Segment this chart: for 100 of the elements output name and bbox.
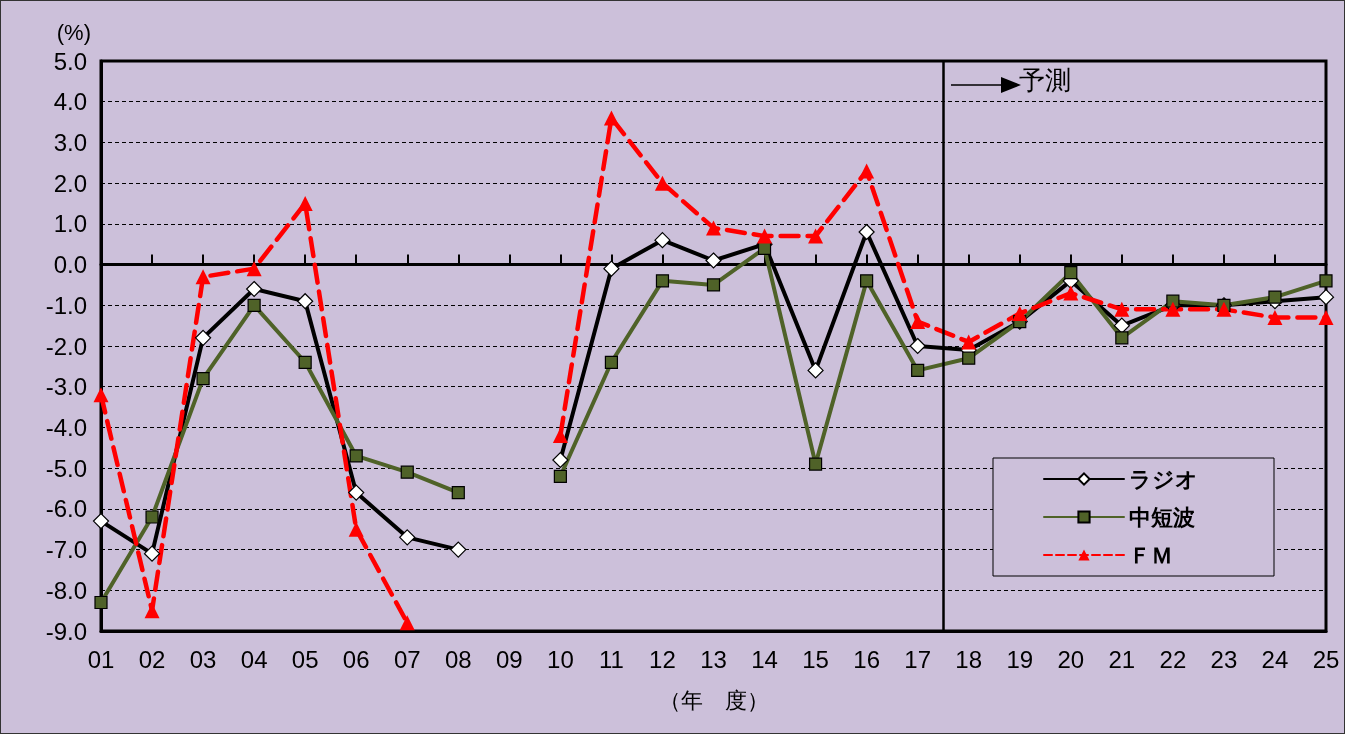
x-tick-label: 23 — [1210, 645, 1238, 673]
x-tick-label: 18 — [955, 645, 983, 673]
legend-label: 中短波 — [1129, 504, 1195, 530]
y-tick-label: 1.0 — [53, 210, 87, 238]
x-tick-label: 19 — [1006, 645, 1034, 673]
point — [654, 232, 671, 249]
point — [911, 363, 925, 378]
x-tick-label: 16 — [853, 645, 880, 673]
x-tick-label: 25 — [1312, 645, 1340, 673]
y-tick-label: 3.0 — [53, 128, 87, 156]
point — [553, 469, 567, 483]
x-tick-label: 12 — [649, 645, 676, 673]
x-tick-label: 15 — [802, 645, 829, 673]
point — [1114, 301, 1130, 317]
ref-line-label: 予測 — [1019, 65, 1072, 95]
point — [705, 252, 722, 269]
point — [297, 293, 314, 310]
legend-label: ラジオ — [1129, 466, 1198, 492]
point — [910, 314, 926, 330]
point — [246, 280, 263, 298]
point — [1165, 301, 1181, 317]
point — [143, 545, 161, 562]
point — [860, 274, 874, 288]
point — [1318, 310, 1334, 325]
point — [859, 163, 875, 179]
point — [552, 451, 569, 469]
x-tick-label: 09 — [495, 645, 523, 673]
y-tick-label: -7.0 — [45, 536, 87, 564]
point — [348, 484, 365, 501]
x-tick-label: 08 — [444, 645, 472, 673]
y-tick-label: -8.0 — [45, 576, 87, 604]
point — [757, 228, 773, 244]
point — [92, 512, 110, 530]
point — [808, 228, 824, 244]
x-tick-label: 02 — [138, 645, 166, 673]
x-tick-label: 01 — [87, 645, 115, 673]
point — [1063, 285, 1079, 301]
y-tick-label: 0.0 — [53, 251, 87, 279]
y-tick-label: 4.0 — [53, 88, 87, 116]
y-axis-title: (%) — [56, 19, 91, 45]
y-tick-label: -9.0 — [45, 617, 87, 645]
point — [1267, 310, 1283, 325]
x-tick-label: 24 — [1261, 645, 1289, 673]
x-tick-label: 07 — [393, 645, 421, 673]
point — [1268, 290, 1282, 304]
x-tick-label: 04 — [240, 645, 268, 673]
point — [450, 541, 467, 558]
point — [194, 329, 212, 346]
point — [962, 351, 976, 365]
point — [655, 274, 670, 288]
x-tick-label: 20 — [1057, 645, 1085, 673]
point — [195, 269, 211, 285]
x-tick-label: 14 — [751, 645, 778, 673]
point — [400, 465, 414, 479]
point — [603, 110, 619, 126]
y-tick-label: -6.0 — [45, 495, 87, 523]
x-tick-label: 22 — [1159, 645, 1187, 673]
point — [1166, 294, 1180, 308]
point — [1064, 266, 1078, 280]
x-tick-label: 03 — [189, 645, 217, 673]
point — [94, 595, 108, 610]
point — [807, 362, 824, 379]
y-tick-label: -2.0 — [45, 332, 87, 360]
point — [604, 355, 619, 369]
point — [858, 223, 875, 241]
x-tick-label: 11 — [598, 645, 624, 673]
point — [1113, 317, 1130, 334]
x-tick-label: 21 — [1108, 645, 1136, 673]
x-tick-label: 05 — [291, 645, 319, 673]
x-axis-title: （年 度） — [658, 687, 769, 713]
point — [808, 457, 823, 471]
point — [1115, 331, 1129, 345]
point — [399, 615, 415, 631]
point — [246, 261, 262, 277]
point — [603, 260, 620, 277]
point — [961, 334, 977, 350]
point — [297, 196, 313, 211]
y-tick-label: 5.0 — [53, 47, 87, 75]
point — [1317, 289, 1335, 306]
x-tick-label: 13 — [700, 645, 727, 673]
point — [706, 278, 721, 292]
point — [145, 510, 159, 524]
point — [1216, 301, 1232, 317]
x-tick-label: 10 — [547, 645, 574, 673]
point — [399, 529, 416, 546]
point — [247, 298, 261, 312]
point — [706, 220, 721, 236]
y-tick-label: -1.0 — [45, 291, 87, 319]
y-tick-label: -4.0 — [45, 413, 87, 441]
y-tick-label: -3.0 — [45, 373, 87, 401]
y-tick-label: -5.0 — [45, 454, 87, 482]
point — [196, 371, 210, 386]
point — [93, 387, 109, 403]
legend-label: ＦＭ — [1129, 542, 1173, 568]
point — [348, 521, 364, 537]
x-tick-label: 06 — [342, 645, 370, 673]
point — [349, 449, 363, 463]
point — [909, 337, 926, 355]
point — [654, 175, 670, 191]
x-tick-label: 17 — [904, 645, 932, 673]
